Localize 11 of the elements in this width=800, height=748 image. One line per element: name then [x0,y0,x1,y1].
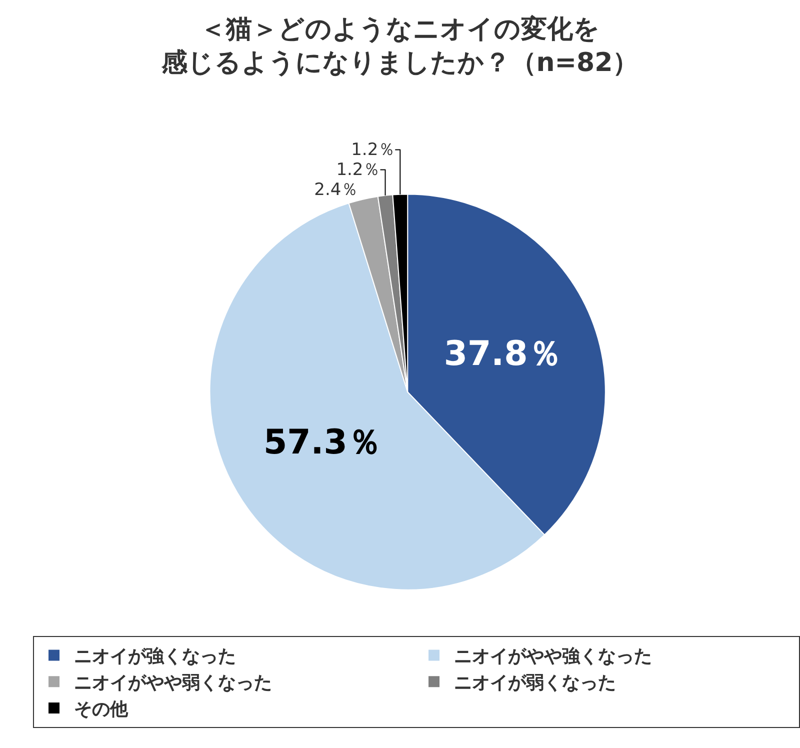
legend-label: ニオイがやや強くなった [454,646,652,668]
legend-label: ニオイが強くなった [74,646,236,668]
legend-label: ニオイがやや弱くなった [74,672,272,694]
data-label: 2.4％ [314,180,358,200]
data-label: 57.3％ [263,422,382,462]
data-label: 1.2％ [336,160,380,180]
legend-label: ニオイが弱くなった [454,672,616,694]
legend-label: その他 [74,699,129,720]
chart-title: ＜猫＞どのようなニオイの変化を感じるようになりましたか？（n=82） [160,14,639,78]
data-label: 1.2％ [351,140,396,160]
data-label: 37.8％ [444,334,562,374]
